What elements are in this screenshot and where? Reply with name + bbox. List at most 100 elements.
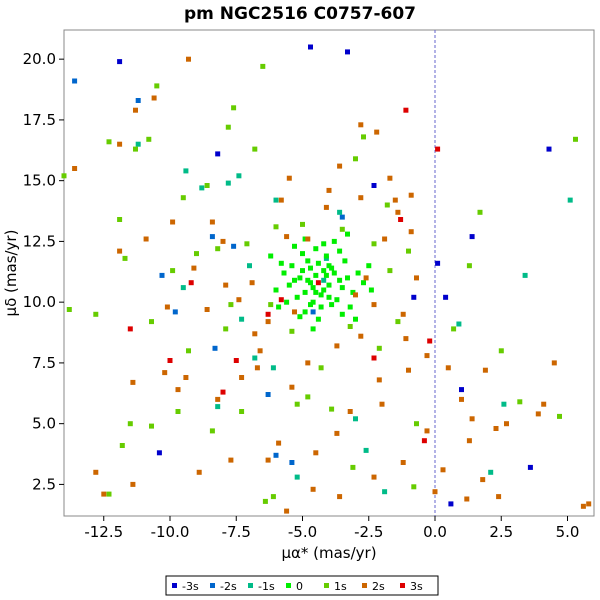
data-point-5-52 xyxy=(459,396,464,402)
data-point-4-54 xyxy=(119,443,125,448)
data-point-3-10 xyxy=(329,265,335,271)
x-tick-label-1: -10.0 xyxy=(151,523,190,541)
legend-label-3: 0 xyxy=(296,580,303,593)
data-point-5-76 xyxy=(292,309,297,315)
data-point-5-77 xyxy=(371,302,377,308)
data-point-5-0 xyxy=(72,166,78,171)
data-point-1-10 xyxy=(289,460,295,465)
data-point-5-50 xyxy=(424,428,430,434)
data-point-3-19 xyxy=(308,265,313,271)
data-point-0-3 xyxy=(546,146,552,152)
data-point-3-37 xyxy=(355,270,361,276)
data-point-3-5 xyxy=(326,294,332,300)
data-point-5-46 xyxy=(310,486,316,492)
data-point-4-11 xyxy=(180,195,186,201)
data-point-2-5 xyxy=(239,316,245,322)
data-point-3-58 xyxy=(310,326,316,332)
data-point-5-58 xyxy=(464,496,470,502)
data-point-4-53 xyxy=(106,491,112,497)
data-point-5-64 xyxy=(580,503,586,509)
data-point-4-46 xyxy=(557,413,562,419)
data-point-5-34 xyxy=(215,396,221,402)
data-point-0-9 xyxy=(156,450,162,456)
data-point-4-51 xyxy=(270,494,276,500)
data-point-3-36 xyxy=(278,260,284,266)
data-point-6-2 xyxy=(398,217,404,222)
data-point-2-17 xyxy=(353,416,358,422)
data-point-4-43 xyxy=(498,348,504,354)
data-point-5-20 xyxy=(337,163,343,169)
data-point-5-18 xyxy=(305,236,311,242)
data-point-4-23 xyxy=(268,302,274,308)
data-point-3-41 xyxy=(289,263,295,269)
data-point-2-20 xyxy=(247,263,252,269)
data-point-3-16 xyxy=(286,282,292,288)
data-point-4-55 xyxy=(239,409,245,414)
data-point-4-49 xyxy=(175,409,181,414)
data-point-0-0 xyxy=(117,59,123,65)
data-point-1-9 xyxy=(172,309,178,315)
data-point-5-55 xyxy=(493,426,499,431)
data-point-0-5 xyxy=(443,294,449,300)
data-point-5-3 xyxy=(151,95,157,101)
data-point-4-14 xyxy=(204,183,210,188)
data-point-2-12 xyxy=(363,447,369,453)
data-point-1-11 xyxy=(231,243,237,249)
data-point-3-44 xyxy=(361,280,366,286)
data-point-5-80 xyxy=(504,421,509,427)
data-point-3-54 xyxy=(276,304,282,310)
data-point-4-52 xyxy=(262,498,268,504)
data-point-4-44 xyxy=(517,399,523,405)
data-point-3-14 xyxy=(337,277,343,283)
data-point-5-23 xyxy=(387,175,393,181)
data-point-5-4 xyxy=(117,141,123,147)
data-point-0-11 xyxy=(308,44,313,50)
data-point-3-1 xyxy=(308,280,313,286)
data-point-5-27 xyxy=(400,311,406,317)
data-point-4-32 xyxy=(353,156,358,162)
data-point-5-14 xyxy=(257,348,263,354)
data-point-5-70 xyxy=(406,367,411,373)
legend-swatch-4 xyxy=(324,583,329,588)
data-point-3-7 xyxy=(339,285,345,291)
data-point-5-19 xyxy=(323,204,329,210)
data-point-5-53 xyxy=(469,416,475,422)
legend-swatch-5 xyxy=(362,583,367,588)
data-point-3-27 xyxy=(321,241,327,247)
data-point-5-63 xyxy=(551,360,557,366)
data-point-5-83 xyxy=(353,292,358,298)
data-point-2-4 xyxy=(337,209,343,215)
data-points xyxy=(61,44,592,514)
data-point-3-50 xyxy=(368,287,374,293)
legend-swatch-6 xyxy=(400,583,405,588)
data-point-1-7 xyxy=(310,309,316,315)
data-point-6-3 xyxy=(188,280,194,286)
x-axis-label: μα* (mas/yr) xyxy=(281,544,376,562)
data-point-3-29 xyxy=(284,299,290,305)
data-point-3-35 xyxy=(337,248,343,254)
data-point-3-39 xyxy=(318,292,324,298)
data-point-4-50 xyxy=(209,428,215,434)
legend-label-6: 3s xyxy=(410,580,423,593)
data-point-4-8 xyxy=(149,319,154,325)
data-point-3-30 xyxy=(310,285,316,291)
data-point-3-46 xyxy=(331,238,337,244)
y-tick-label-3: 10.0 xyxy=(23,293,56,311)
data-point-4-31 xyxy=(347,324,353,329)
legend-swatch-1 xyxy=(210,583,215,588)
data-point-3-2 xyxy=(321,287,327,293)
data-point-4-57 xyxy=(350,464,356,470)
data-point-4-4 xyxy=(117,217,123,222)
data-point-1-2 xyxy=(159,272,165,278)
data-point-3-32 xyxy=(329,302,335,308)
data-point-5-7 xyxy=(170,219,176,225)
data-point-5-69 xyxy=(379,401,385,407)
data-point-5-59 xyxy=(432,489,438,495)
data-point-6-4 xyxy=(127,326,133,332)
data-point-3-25 xyxy=(350,289,356,295)
data-point-4-30 xyxy=(339,226,345,232)
data-point-5-32 xyxy=(254,365,260,371)
data-point-5-37 xyxy=(130,379,136,385)
data-point-6-9 xyxy=(427,338,433,344)
